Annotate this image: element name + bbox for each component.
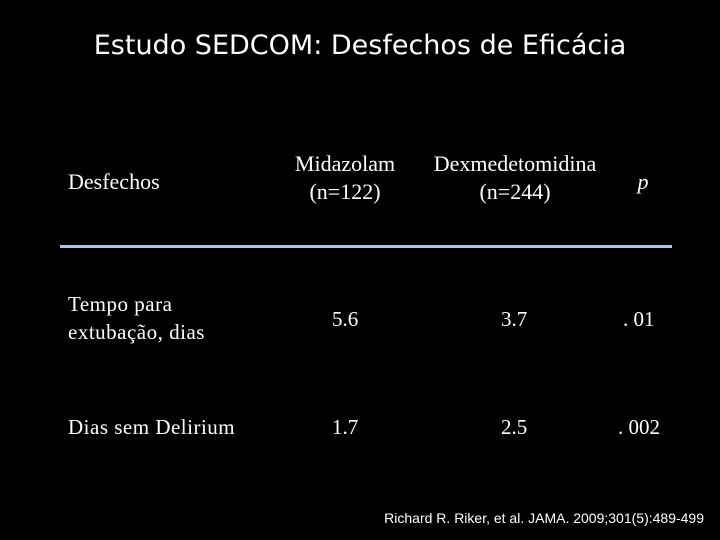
header-midazolam: Midazolam (n=122) xyxy=(270,150,420,206)
row-1-p: . 01 xyxy=(623,307,655,331)
row-2-dexmed: 2.5 xyxy=(501,415,528,439)
row-1-label-line1: Tempo para xyxy=(68,292,173,316)
row-1-label-line2: extubação, dias xyxy=(68,320,205,344)
header-dexmedetomidina: Dexmedetomidina (n=244) xyxy=(420,150,610,206)
header-p-value: p xyxy=(637,169,649,194)
row-1-midazolam: 5.6 xyxy=(332,307,359,331)
slide-title: Estudo SEDCOM: Desfechos de Eficácia xyxy=(93,30,627,61)
row-1-label: Tempo para extubação, dias xyxy=(68,290,205,346)
row-2-label: Dias sem Delirium xyxy=(68,415,236,439)
header-divider xyxy=(60,245,672,248)
header-outcome: Desfechos xyxy=(68,169,160,194)
header-dexmed-n: (n=244) xyxy=(479,179,551,204)
citation: Richard R. Riker, et al. JAMA. 2009;301(… xyxy=(384,510,704,526)
row-2-midazolam: 1.7 xyxy=(332,415,359,439)
header-dexmed-name: Dexmedetomidina xyxy=(433,151,597,176)
header-midazolam-n: (n=122) xyxy=(309,179,381,204)
header-midazolam-name: Midazolam xyxy=(294,151,396,176)
row-1-dexmed: 3.7 xyxy=(501,307,528,331)
row-2-p: . 002 xyxy=(618,415,660,439)
